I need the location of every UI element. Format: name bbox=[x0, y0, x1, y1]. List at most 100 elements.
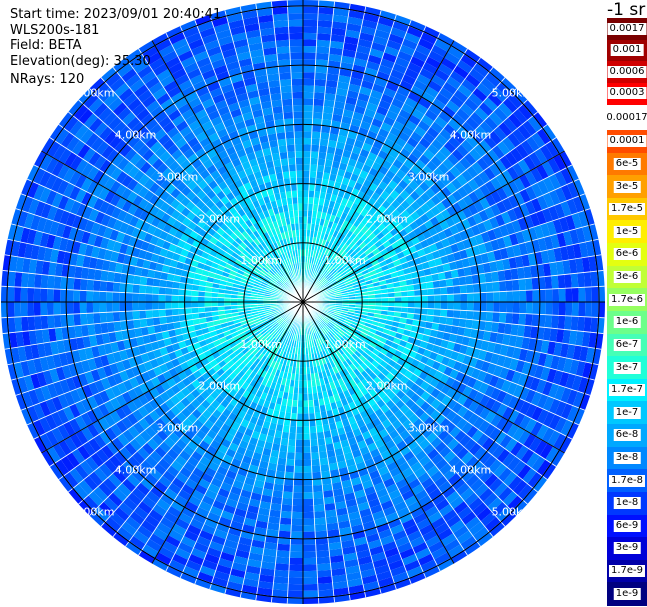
ppi-cell bbox=[323, 255, 330, 263]
ppi-cell bbox=[93, 280, 101, 292]
ppi-cell bbox=[303, 170, 310, 178]
ppi-cell bbox=[377, 465, 390, 476]
ppi-cell bbox=[85, 456, 99, 472]
ppi-cell bbox=[246, 318, 254, 324]
ppi-cell bbox=[279, 320, 286, 327]
ppi-cell bbox=[149, 533, 166, 547]
ppi-cell bbox=[529, 212, 541, 227]
ppi-cell bbox=[410, 325, 419, 333]
ppi-cell bbox=[559, 343, 569, 358]
ppi-cell bbox=[345, 316, 353, 321]
ppi-cell bbox=[303, 564, 318, 572]
ppi-cell bbox=[375, 171, 386, 181]
ppi-cell bbox=[509, 233, 519, 246]
ppi-cell bbox=[228, 380, 237, 389]
ppi-cell bbox=[204, 489, 218, 500]
ppi-cell bbox=[121, 403, 133, 417]
ppi-cell bbox=[337, 135, 348, 144]
ppi-cell bbox=[327, 291, 335, 296]
ppi-cell bbox=[377, 223, 386, 232]
ppi-cell bbox=[114, 506, 130, 522]
ppi-cell bbox=[303, 479, 313, 486]
ppi-cell bbox=[213, 471, 226, 482]
ppi-cell bbox=[262, 420, 271, 429]
ppi-cell bbox=[469, 328, 479, 339]
ppi-cell bbox=[484, 397, 497, 411]
ppi-cell bbox=[349, 345, 357, 354]
ppi-cell bbox=[287, 583, 303, 591]
ppi-cell bbox=[351, 253, 360, 261]
ppi-cell bbox=[121, 391, 133, 404]
ppi-cell bbox=[498, 312, 507, 324]
ppi-cell bbox=[274, 477, 285, 485]
ppi-cell bbox=[501, 406, 514, 421]
ppi-cell bbox=[213, 434, 225, 445]
ppi-cell bbox=[235, 325, 244, 332]
ppi-cell bbox=[174, 349, 184, 359]
ppi-cell bbox=[505, 368, 516, 382]
ppi-cell bbox=[117, 464, 132, 479]
ppi-cell bbox=[57, 393, 70, 409]
ppi-cell bbox=[271, 443, 281, 452]
ppi-cell bbox=[461, 421, 473, 435]
ppi-cell bbox=[326, 312, 333, 317]
ppi-cell bbox=[292, 492, 303, 499]
ppi-cell bbox=[514, 335, 524, 349]
ppi-cell bbox=[330, 337, 337, 345]
ppi-cell bbox=[135, 374, 146, 386]
ppi-cell bbox=[219, 336, 227, 344]
ppi-cell bbox=[315, 418, 323, 427]
ppi-cell bbox=[343, 102, 356, 112]
ppi-cell bbox=[240, 320, 248, 326]
ppi-cell bbox=[413, 125, 427, 138]
ppi-cell bbox=[489, 331, 498, 343]
ppi-cell bbox=[464, 97, 479, 112]
ppi-cell bbox=[309, 432, 318, 440]
ppi-cell bbox=[113, 272, 122, 283]
ppi-cell bbox=[501, 392, 513, 407]
ppi-cell bbox=[144, 472, 159, 486]
ppi-cell bbox=[426, 315, 434, 323]
ppi-cell bbox=[268, 318, 276, 324]
ppi-cell bbox=[377, 244, 386, 252]
ppi-cell bbox=[309, 263, 314, 271]
ppi-cell bbox=[112, 292, 120, 302]
ppi-cell bbox=[466, 284, 474, 294]
ppi-cell bbox=[303, 420, 310, 427]
ppi-cell bbox=[247, 353, 255, 361]
ppi-cell bbox=[450, 379, 461, 391]
ppi-cell bbox=[437, 527, 454, 541]
ppi-cell bbox=[378, 165, 389, 176]
ppi-cell bbox=[342, 343, 350, 351]
ppi-cell bbox=[347, 464, 358, 474]
ppi-cell bbox=[476, 531, 494, 547]
ppi-cell bbox=[417, 97, 432, 110]
ppi-cell bbox=[236, 378, 246, 387]
ppi-cell bbox=[558, 216, 570, 233]
ppi-cell bbox=[345, 267, 353, 274]
ppi-cell bbox=[311, 340, 315, 347]
ppi-cell bbox=[282, 337, 287, 344]
ppi-cell bbox=[419, 181, 430, 193]
ppi-cell bbox=[204, 553, 220, 565]
ppi-cell bbox=[271, 321, 278, 327]
ppi-cell bbox=[335, 364, 343, 373]
ppi-cell bbox=[352, 111, 364, 121]
ppi-cell bbox=[406, 312, 414, 320]
ppi-cell bbox=[430, 155, 443, 168]
ppi-cell bbox=[518, 278, 526, 291]
ppi-cell bbox=[482, 262, 492, 274]
ppi-cell bbox=[138, 549, 156, 564]
ppi-cell bbox=[512, 302, 520, 314]
ppi-cell bbox=[270, 416, 279, 425]
ppi-cell bbox=[279, 444, 288, 453]
ppi-cell bbox=[14, 302, 22, 318]
ppi-cell bbox=[180, 535, 197, 548]
ppi-cell bbox=[555, 328, 565, 344]
ppi-cell bbox=[87, 395, 99, 410]
ppi-cell bbox=[444, 51, 461, 66]
ppi-cell bbox=[332, 326, 339, 333]
ppi-cell bbox=[272, 339, 278, 347]
ppi-cell bbox=[459, 157, 472, 170]
